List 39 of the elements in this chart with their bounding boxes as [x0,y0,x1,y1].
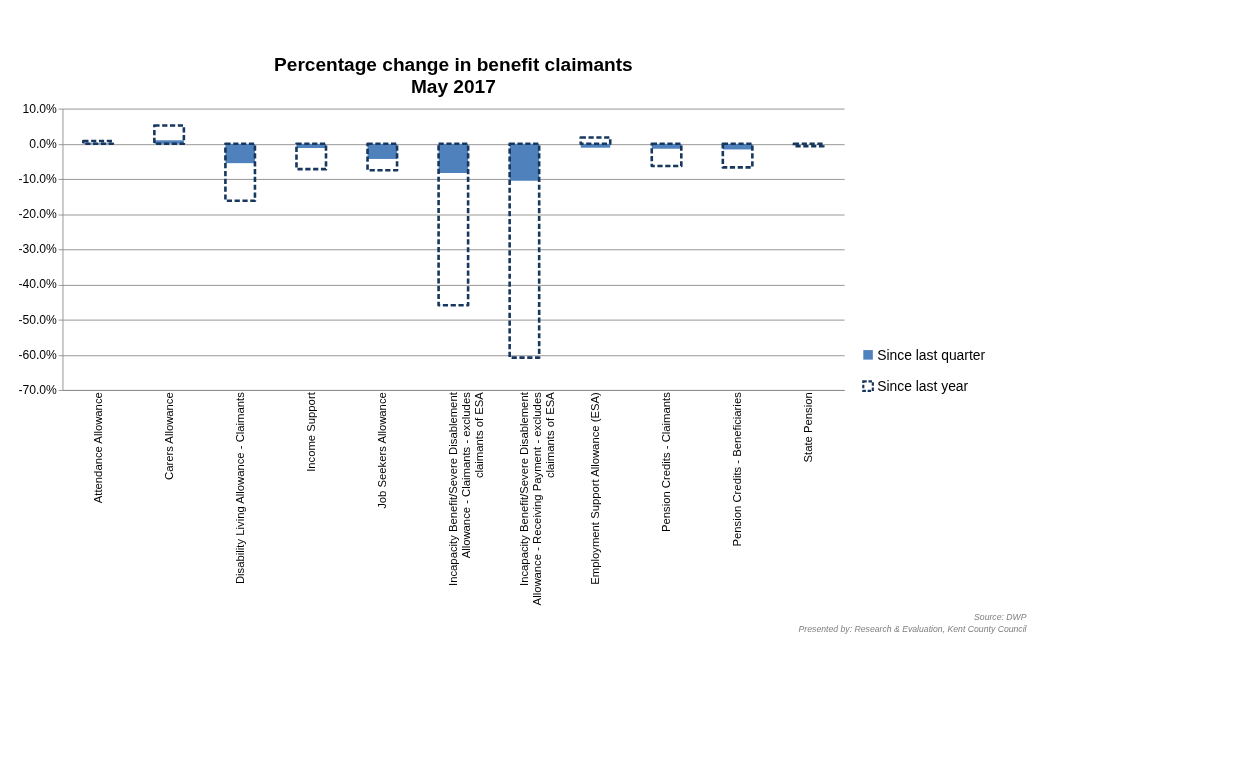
legend-label: Since last quarter [877,346,986,363]
chart-subtitle: May 2017 [410,76,496,97]
y-tick-label: -30.0% [18,242,58,257]
bar [153,124,186,146]
bar [509,143,540,181]
x-tick-label: Pension Credits - Claimants [660,391,672,533]
y-tick-label: 0.0% [29,136,58,151]
bar [224,142,257,203]
legend-label: Since last year [877,377,969,394]
y-tick-label: 10.0% [22,101,58,116]
bar [225,143,255,164]
bar [579,136,612,146]
x-tick-label: Job Seekers Allowance [375,392,388,509]
x-tick-label: State Pension [802,392,815,463]
y-tick-label: -40.0% [18,277,58,292]
y-tick-label: -20.0% [18,207,58,222]
x-tick-label: Employment Support Allowance (ESA) [588,391,601,585]
chart-title: Percentage change in benefit claimants [274,54,633,76]
y-tick-label: -50.0% [18,312,58,327]
x-tick-label: Attendance Allowance [91,392,104,504]
text: Presented by: Research & Evaluation, Kent County Council [798,624,1028,635]
source-note: Source: DWP [974,612,1027,623]
bar [366,142,399,172]
x-tick-label: Income Support [304,391,317,472]
bar [650,142,683,168]
y-tick-label: -10.0% [18,171,58,186]
bar [437,142,470,307]
y-tick-label: -60.0% [18,347,58,362]
bar [721,142,754,169]
y-tick-label: -70.0% [18,382,58,397]
x-tick-label: Pension Credits - Beneficiaries [731,391,744,547]
bar [81,139,115,146]
bar [438,143,469,174]
x-tick-label: Incapacity Benefit/Severe Disablement Allowance - Claimants - excludes claimants of ESA [446,391,485,586]
bar [508,142,541,359]
bar [792,142,825,148]
x-tick-label: Disability Living Allowance - Claimants [233,391,246,585]
bar [295,142,328,171]
x-tick-label: Carers Allowance [162,392,175,480]
